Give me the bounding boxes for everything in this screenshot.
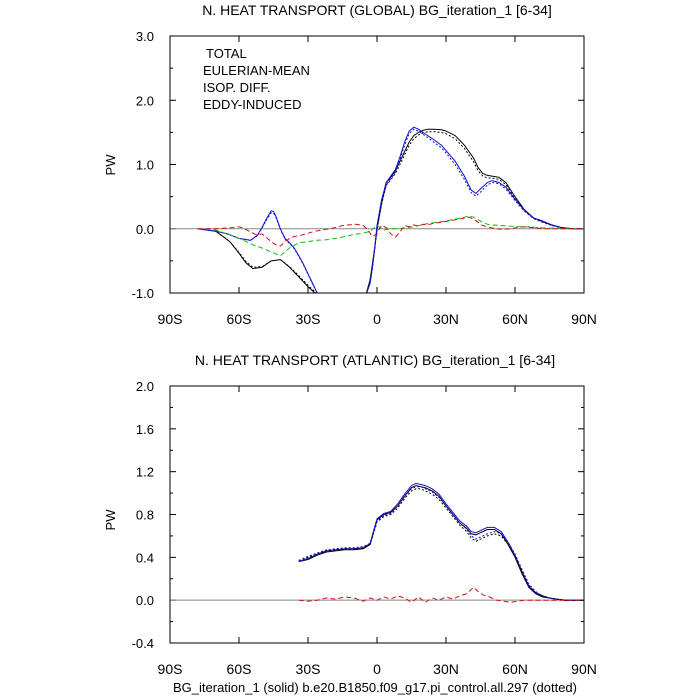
global-series-eulerian-mean-dotted	[197, 128, 584, 293]
atlantic-series-eulerian-mean-dotted	[298, 486, 584, 601]
atlantic-ytick-label: -0.4	[132, 636, 154, 651]
atlantic-series-eddy-induced-dashed	[298, 586, 584, 603]
atlantic-xtick-label: 60N	[502, 661, 528, 677]
global-series-group	[170, 126, 584, 293]
atlantic-y-axis-label: PW	[103, 509, 118, 531]
global-xtick-label: 90S	[158, 311, 183, 327]
atlantic-ytick-label: 2.0	[136, 379, 154, 394]
global-ytick-label: 0.0	[136, 222, 154, 237]
atlantic-series-eulerian-mean-solid	[298, 482, 584, 601]
global-xtick-label: 90N	[571, 311, 597, 327]
atlantic-series-total-dotted	[298, 488, 584, 601]
global-ytick-label: 1.0	[136, 158, 154, 173]
atlantic-chart-title: N. HEAT TRANSPORT (ATLANTIC) BG_iteratio…	[195, 352, 555, 368]
global-plot-frame	[169, 35, 585, 294]
atlantic-panel: N. HEAT TRANSPORT (ATLANTIC) BG_iteratio…	[103, 352, 597, 695]
atlantic-xtick-label: 90N	[571, 661, 597, 677]
atlantic-x-axis-label: BG_iteration_1 (solid) b.e20.B1850.f09_g…	[173, 680, 577, 695]
global-xtick-label: 0	[373, 311, 381, 327]
atlantic-x-ticks: 90S 60S 30S 0 30N 60N 90N	[158, 386, 597, 677]
atlantic-xtick-label: 60S	[227, 661, 252, 677]
global-xtick-label: 30S	[296, 311, 321, 327]
atlantic-xtick-label: 90S	[158, 661, 183, 677]
global-series-isop-diff-dashed	[197, 215, 584, 257]
global-series-total-dotted	[197, 131, 584, 293]
global-xtick-label: 30N	[433, 311, 459, 327]
atlantic-ytick-label: 0.8	[136, 508, 154, 523]
global-chart-title: N. HEAT TRANSPORT (GLOBAL) BG_iteration_…	[202, 2, 552, 18]
global-xtick-label: 60N	[502, 311, 528, 327]
global-y-axis-label: PW	[103, 154, 118, 176]
atlantic-ytick-label: 1.2	[136, 465, 154, 480]
global-series-eulerian-mean-solid	[197, 126, 584, 293]
global-ytick-label: 2.0	[136, 93, 154, 108]
legend-total: TOTAL	[206, 46, 247, 61]
global-x-ticks: 90S 60S 30S 0 30N 60N 90N	[158, 36, 597, 327]
atlantic-xtick-label: 30S	[296, 661, 321, 677]
atlantic-ytick-label: 0.4	[136, 550, 154, 565]
atlantic-xtick-label: 0	[373, 661, 381, 677]
global-ytick-label: -1.0	[132, 286, 154, 301]
legend-eddy-induced: EDDY-INDUCED	[203, 97, 301, 112]
atlantic-plot-frame	[169, 385, 585, 644]
global-panel: N. HEAT TRANSPORT (GLOBAL) BG_iteration_…	[103, 2, 597, 327]
atlantic-xtick-label: 30N	[433, 661, 459, 677]
atlantic-ytick-label: 1.6	[136, 422, 154, 437]
legend-isop-diff: ISOP. DIFF.	[203, 80, 271, 95]
atlantic-series-total-solid	[298, 485, 584, 601]
global-legend: TOTAL EULERIAN-MEAN ISOP. DIFF. EDDY-IND…	[203, 46, 310, 112]
legend-eulerian-mean: EULERIAN-MEAN	[203, 63, 310, 78]
global-ytick-label: 3.0	[136, 29, 154, 44]
atlantic-series-group	[170, 482, 584, 603]
atlantic-y-ticks: -0.4 0.0 0.4 0.8 1.2 1.6 2.0	[132, 379, 584, 651]
global-xtick-label: 60S	[227, 311, 252, 327]
global-y-ticks: -1.0 0.0 1.0 2.0 3.0	[132, 29, 584, 301]
atlantic-ytick-label: 0.0	[136, 593, 154, 608]
global-series-eddy-induced-dashed	[197, 216, 584, 247]
